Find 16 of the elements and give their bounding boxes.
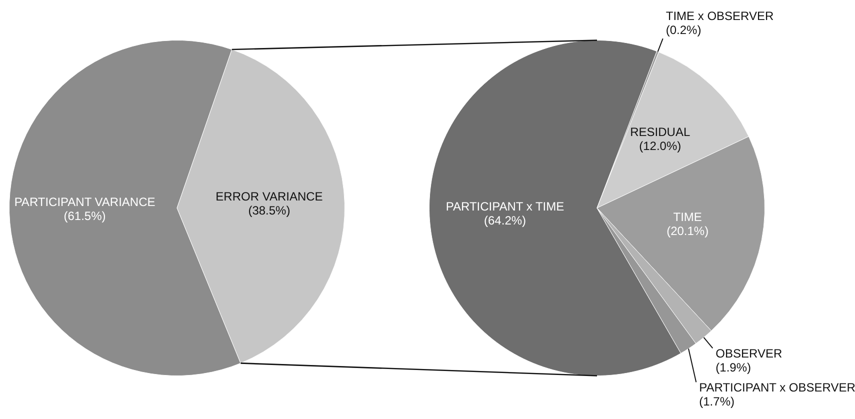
slice-label: TIME x OBSERVER (666, 8, 774, 23)
data-label: (0.2%) (666, 22, 702, 37)
data-label: (1.7%) (699, 394, 734, 408)
slice-label: RESIDUAL (630, 125, 690, 140)
slice-label: TIME (673, 210, 702, 224)
slice-label: PARTICIPANT x OBSERVER (699, 380, 855, 394)
data-label: (20.1%) (666, 224, 709, 238)
data-label: (1.9%) (716, 360, 752, 374)
data-label: (61.5%) (64, 208, 106, 223)
slice-label: PARTICIPANT x TIME (446, 200, 564, 214)
slice-label: OBSERVER (716, 346, 782, 360)
slice-label: ERROR VARIANCE (216, 190, 323, 204)
data-label: (64.2%) (484, 214, 526, 228)
slice-label: PARTICIPANT VARIANCE (14, 194, 156, 209)
data-label: (38.5%) (248, 204, 290, 218)
data-label: (12.0%) (639, 139, 682, 154)
